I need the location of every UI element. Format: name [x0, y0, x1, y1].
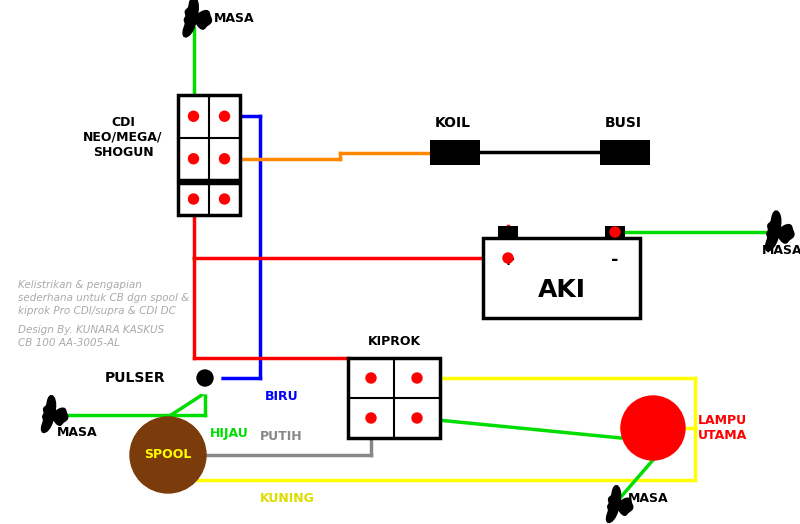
Circle shape — [412, 413, 422, 423]
Text: MASA: MASA — [628, 492, 669, 505]
Text: Kelistrikan & pengapian: Kelistrikan & pengapian — [18, 280, 142, 290]
Circle shape — [412, 373, 422, 383]
Circle shape — [190, 363, 220, 393]
Bar — [498, 226, 518, 238]
Text: -: - — [611, 251, 618, 269]
Bar — [605, 226, 625, 238]
Text: KOIL: KOIL — [435, 116, 471, 130]
Text: CDI
NEO/MEGA/
SHOGUN: CDI NEO/MEGA/ SHOGUN — [83, 116, 162, 159]
Bar — [430, 140, 480, 165]
Text: Design By. KUNARA KASKUS: Design By. KUNARA KASKUS — [18, 325, 164, 335]
Text: MASA: MASA — [762, 244, 800, 257]
Polygon shape — [766, 211, 794, 251]
Polygon shape — [183, 0, 211, 37]
Text: LAMPU
UTAMA: LAMPU UTAMA — [698, 414, 747, 442]
Text: AKI: AKI — [538, 278, 586, 302]
Text: KUNING: KUNING — [260, 492, 315, 505]
Bar — [178, 183, 240, 215]
Circle shape — [219, 111, 230, 121]
Circle shape — [189, 111, 198, 121]
Text: MASA: MASA — [57, 427, 98, 440]
Circle shape — [366, 413, 376, 423]
Text: HIJAU: HIJAU — [210, 427, 249, 440]
Circle shape — [610, 227, 620, 237]
Circle shape — [189, 154, 198, 163]
Circle shape — [197, 370, 213, 386]
Text: BIRU: BIRU — [265, 390, 298, 403]
Circle shape — [219, 154, 230, 163]
Bar — [483, 238, 640, 318]
Text: PUTIH: PUTIH — [260, 430, 302, 443]
Text: kiprok Pro CDI/supra & CDI DC: kiprok Pro CDI/supra & CDI DC — [18, 306, 176, 316]
Text: MASA: MASA — [214, 12, 254, 25]
Circle shape — [366, 373, 376, 383]
Text: sederhana untuk CB dgn spool &: sederhana untuk CB dgn spool & — [18, 293, 190, 303]
Text: +: + — [501, 251, 515, 269]
Bar — [348, 358, 440, 438]
Text: BUSI: BUSI — [605, 116, 642, 130]
Bar — [600, 140, 650, 165]
Circle shape — [189, 194, 198, 204]
Text: CB 100 AA-3005-AL: CB 100 AA-3005-AL — [18, 338, 120, 348]
Text: PULSER: PULSER — [105, 371, 166, 385]
Circle shape — [503, 253, 513, 263]
Circle shape — [219, 194, 230, 204]
Text: SPOOL: SPOOL — [144, 449, 192, 462]
Polygon shape — [42, 396, 68, 432]
Polygon shape — [606, 486, 633, 522]
Circle shape — [621, 396, 685, 460]
Circle shape — [130, 417, 206, 493]
Text: KIPROK: KIPROK — [367, 335, 421, 348]
Bar — [178, 95, 240, 180]
